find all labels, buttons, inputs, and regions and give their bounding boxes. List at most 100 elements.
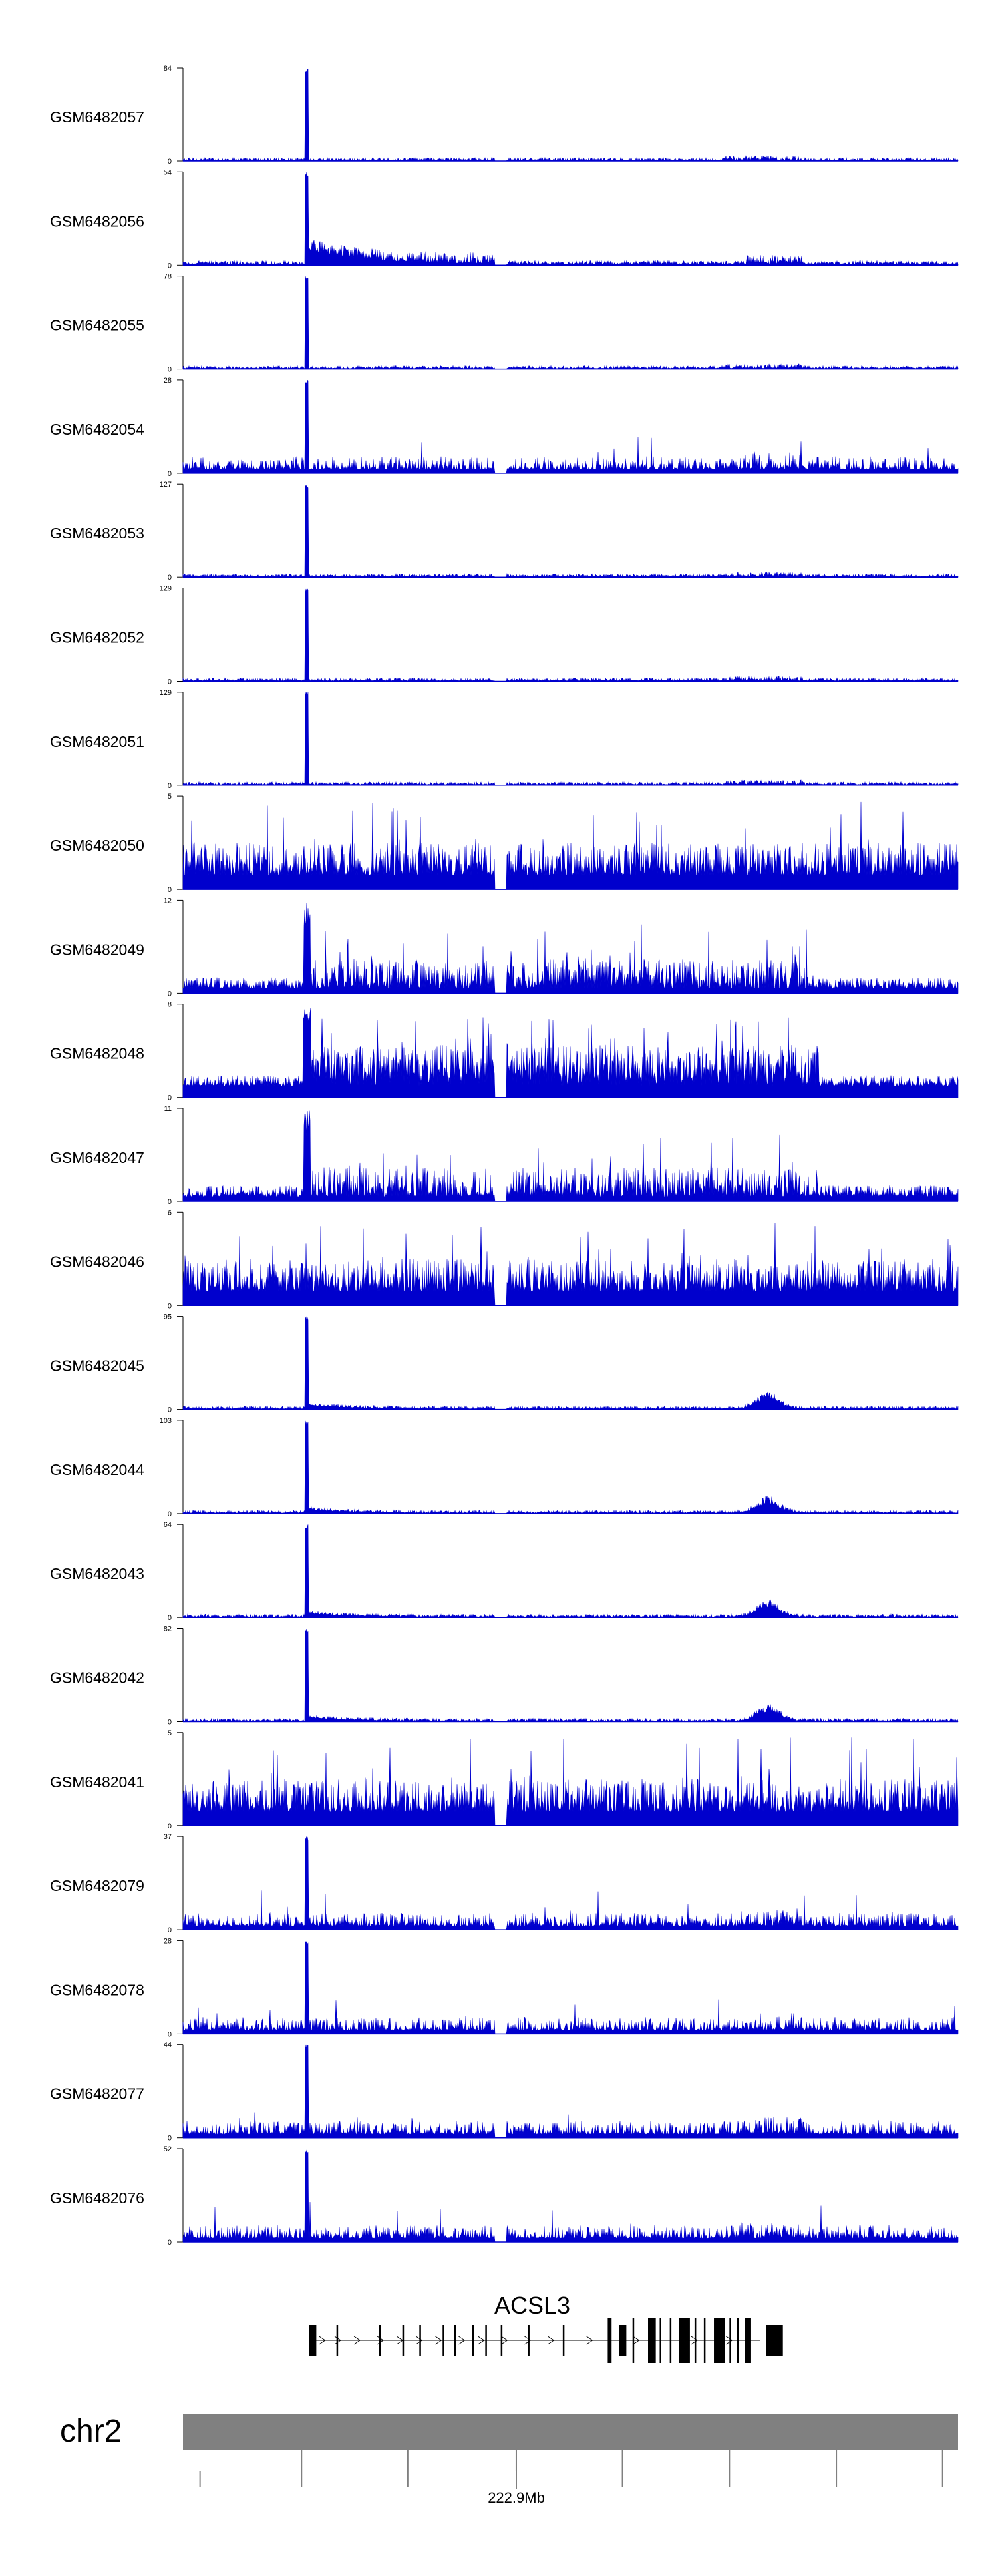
track-label: GSM6482047: [50, 1149, 144, 1166]
ymin-tick-label: 0: [168, 2239, 172, 2247]
ymin-tick-label: 0: [168, 990, 172, 998]
exon: [562, 2325, 565, 2356]
ymax-tick-label: 127: [160, 481, 172, 489]
track-GSM6482045: GSM6482045 95 0: [50, 1313, 959, 1414]
exon: [679, 2318, 690, 2363]
track-GSM6482055: GSM6482055 78 0: [50, 273, 959, 374]
ymin-tick-label: 0: [168, 2135, 172, 2143]
track-label: GSM6482055: [50, 317, 144, 334]
track-GSM6482079: GSM6482079 37 0: [50, 1833, 959, 1934]
signal-area: [182, 692, 959, 786]
signal-area: [182, 1737, 959, 1826]
track-GSM6482046: GSM6482046 6 0: [50, 1209, 959, 1310]
chromosome-bar: [183, 2414, 958, 2450]
ymin-tick-label: 0: [168, 782, 172, 790]
track-label: GSM6482051: [50, 733, 144, 750]
track-GSM6482077: GSM6482077 44 0: [50, 2041, 959, 2143]
exon: [528, 2325, 530, 2356]
signal-area: [182, 1316, 959, 1410]
exon: [379, 2325, 381, 2356]
ymin-tick-label: 0: [168, 1719, 172, 1727]
exon: [714, 2318, 725, 2363]
ymax-tick-label: 11: [164, 1105, 172, 1113]
ymin-tick-label: 0: [168, 1198, 172, 1206]
exon: [766, 2325, 783, 2356]
track-GSM6482051: GSM6482051 129 0: [50, 689, 959, 790]
ymax-tick-label: 64: [164, 1521, 172, 1529]
ymin-tick-label: 0: [168, 158, 172, 166]
track-label: GSM6482050: [50, 837, 144, 854]
track-GSM6482050: GSM6482050 5 0: [50, 793, 959, 894]
signal-area: [182, 485, 959, 578]
exon: [500, 2325, 503, 2356]
strand-arrow: [548, 2336, 555, 2345]
track-label: GSM6482052: [50, 629, 144, 646]
strand-arrow: [726, 2336, 733, 2345]
ymax-tick-label: 8: [168, 1001, 172, 1009]
track-label: GSM6482049: [50, 941, 144, 958]
signal-area: [182, 379, 959, 474]
exon: [619, 2325, 627, 2356]
exon: [442, 2325, 444, 2356]
ymax-tick-label: 54: [164, 168, 172, 176]
track-GSM6482041: GSM6482041 5 0: [50, 1729, 959, 1830]
exon: [737, 2318, 739, 2363]
track-GSM6482043: GSM6482043 64 0: [50, 1521, 959, 1622]
ymax-tick-label: 6: [168, 1209, 172, 1217]
ymax-tick-label: 84: [164, 65, 172, 73]
exon: [336, 2325, 339, 2356]
ymax-tick-label: 5: [168, 1729, 172, 1737]
exon: [648, 2318, 656, 2363]
ymax-tick-label: 12: [164, 897, 172, 905]
track-GSM6482042: GSM6482042 82 0: [50, 1625, 959, 1727]
signal-area: [182, 276, 959, 369]
track-label: GSM6482042: [50, 1669, 144, 1687]
ymax-tick-label: 28: [164, 377, 172, 385]
ymin-tick-label: 0: [168, 1614, 172, 1622]
exon: [703, 2318, 706, 2363]
track-GSM6482052: GSM6482052 129 0: [50, 585, 959, 686]
track-label: GSM6482078: [50, 1981, 144, 1998]
coordinate-label: 222.9Mb: [488, 2489, 545, 2506]
gene-name: ACSL3: [494, 2292, 570, 2319]
signal-area: [182, 1420, 959, 1514]
strand-arrow: [458, 2336, 466, 2345]
track-GSM6482054: GSM6482054 28 0: [50, 377, 959, 478]
ymax-tick-label: 129: [160, 585, 172, 593]
signal-area: [182, 2149, 959, 2243]
exon: [694, 2318, 697, 2363]
ymin-tick-label: 0: [168, 470, 172, 478]
exon: [402, 2325, 405, 2356]
strand-arrow: [524, 2336, 532, 2345]
signal-area: [182, 1941, 959, 2034]
exon: [632, 2318, 635, 2363]
ymin-tick-label: 0: [168, 678, 172, 686]
track-GSM6482057: GSM6482057 84 0: [50, 65, 959, 166]
strand-arrow: [353, 2336, 361, 2345]
ymax-tick-label: 103: [160, 1417, 172, 1425]
strand-arrow: [691, 2336, 698, 2345]
signal-area: [182, 1629, 959, 1722]
track-label: GSM6482043: [50, 1565, 144, 1582]
track-label: GSM6482044: [50, 1461, 144, 1478]
signal-area: [182, 172, 959, 266]
signal-area: [182, 2044, 959, 2138]
exon: [745, 2318, 751, 2363]
track-GSM6482049: GSM6482049 12 0: [50, 897, 959, 998]
track-label: GSM6482077: [50, 2085, 144, 2103]
signal-area: [182, 1110, 959, 1202]
signal-area: [182, 1524, 959, 1618]
signal-area: [182, 69, 959, 162]
ymax-tick-label: 28: [164, 1937, 172, 1945]
exon: [729, 2318, 731, 2363]
ymin-tick-label: 0: [168, 886, 172, 894]
track-GSM6482047: GSM6482047 11 0: [50, 1105, 959, 1206]
exon: [607, 2318, 612, 2363]
ymax-tick-label: 52: [164, 2145, 172, 2153]
track-label: GSM6482045: [50, 1357, 144, 1375]
signal-area: [182, 1836, 959, 1930]
signal-area: [182, 1223, 959, 1306]
exon: [669, 2318, 672, 2363]
ymin-tick-label: 0: [168, 2030, 172, 2038]
